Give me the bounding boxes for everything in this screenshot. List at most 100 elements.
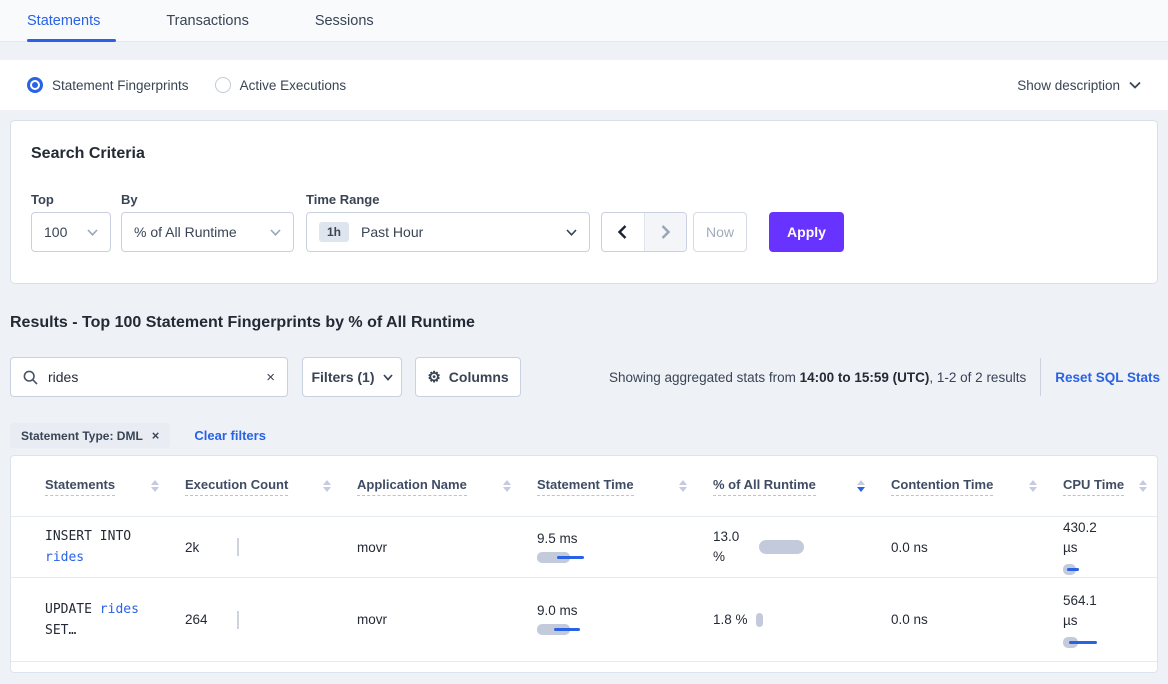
column-header-pct-all-runtime[interactable]: % of All Runtime — [713, 477, 891, 496]
chevron-down-icon — [270, 228, 281, 236]
sort-icon[interactable] — [1029, 480, 1037, 492]
chevron-down-icon — [382, 373, 393, 381]
show-description-toggle[interactable]: Show description — [1017, 78, 1141, 93]
by-field-label: By — [121, 192, 138, 207]
clear-filters-link[interactable]: Clear filters — [194, 428, 266, 443]
execution-count-cell: 2k — [185, 517, 357, 577]
search-icon — [23, 370, 38, 385]
statement-time-cell: 9.0 ms — [537, 603, 713, 636]
contention-time-cell: 0.0 ns — [891, 612, 928, 627]
sort-icon[interactable] — [151, 480, 159, 492]
radio-statement-fingerprints-label: Statement Fingerprints — [52, 77, 189, 93]
radio-statement-fingerprints[interactable]: Statement Fingerprints — [27, 77, 189, 93]
filter-chip-statement-type[interactable]: Statement Type: DML × — [10, 423, 171, 448]
radio-active-executions[interactable]: Active Executions — [214, 77, 347, 93]
filter-chip-label: Statement Type: DML — [21, 428, 143, 443]
time-range-field-label: Time Range — [306, 192, 380, 207]
execution-count-bar — [237, 610, 239, 629]
runtime-pct-cell: 13.0 % — [713, 527, 891, 567]
chevron-left-icon — [618, 225, 627, 239]
column-header-contention-time[interactable]: Contention Time — [891, 477, 1063, 496]
results-toolbar: × Filters (1) ⚙ Columns Showing aggregat… — [0, 357, 1168, 397]
stats-time-range: 14:00 to 15:59 (UTC) — [799, 369, 930, 385]
top-select[interactable]: 100 — [31, 212, 111, 252]
sort-icon[interactable] — [503, 480, 511, 492]
tab-sessions[interactable]: Sessions — [314, 12, 374, 29]
cpu-time-cell: 430.2 µs — [1063, 518, 1157, 576]
application-name-cell: movr — [357, 539, 387, 555]
statement-fingerprint-link[interactable]: INSERT INTO rides — [45, 526, 161, 568]
column-header-statements[interactable]: Statements — [45, 477, 185, 496]
contention-time-cell: 0.0 ns — [891, 539, 928, 555]
columns-button[interactable]: ⚙ Columns — [415, 357, 521, 397]
column-label: % of All Runtime — [713, 477, 816, 496]
filters-button[interactable]: Filters (1) — [302, 357, 402, 397]
statement-time-value: 9.5 ms — [537, 530, 578, 546]
statement-text: INSERT INTO — [45, 529, 132, 544]
radio-selected-icon[interactable] — [27, 77, 43, 93]
stats-summary-group: Showing aggregated stats from 14:00 to 1… — [609, 357, 1160, 397]
statement-time-value: 9.0 ms — [537, 603, 578, 618]
runtime-pct-cell: 1.8 % — [713, 610, 891, 630]
apply-button[interactable]: Apply — [769, 212, 844, 252]
time-range-value: Past Hour — [361, 224, 424, 240]
statement-fingerprint-link[interactable]: UPDATE rides SET… — [45, 599, 161, 641]
active-filters-row: Statement Type: DML × Clear filters — [10, 423, 266, 448]
table-header-row: Statements Execution Count Application N… — [11, 456, 1157, 517]
by-select[interactable]: % of All Runtime — [121, 212, 294, 252]
column-label: CPU Time — [1063, 477, 1125, 496]
results-heading: Results - Top 100 Statement Fingerprints… — [10, 314, 475, 331]
top-tab-bar: Statements Transactions Sessions — [0, 0, 1168, 42]
tab-transactions[interactable]: Transactions — [166, 12, 249, 29]
show-description-label: Show description — [1017, 77, 1120, 93]
sort-icon[interactable] — [679, 480, 687, 492]
column-header-execution-count[interactable]: Execution Count — [185, 477, 357, 496]
radio-active-executions-label: Active Executions — [239, 77, 347, 93]
by-select-value: % of All Runtime — [134, 224, 237, 240]
stats-summary-text: Showing aggregated stats from 14:00 to 1… — [609, 369, 1027, 385]
chevron-down-icon — [566, 228, 577, 236]
view-radio-group: Statement Fingerprints Active Executions — [27, 77, 346, 93]
application-name-cell: movr — [357, 612, 387, 627]
previous-time-window-button[interactable] — [602, 213, 644, 251]
search-input[interactable] — [48, 369, 257, 385]
execution-count-value: 264 — [185, 612, 208, 627]
radio-unselected-icon[interactable] — [214, 77, 231, 93]
column-header-application-name[interactable]: Application Name — [357, 477, 537, 496]
statement-search-box[interactable]: × — [10, 357, 288, 397]
search-criteria-card: Search Criteria Top 100 By % of All Runt… — [10, 120, 1158, 284]
time-range-badge: 1h — [319, 222, 350, 242]
table-row: UPDATE rides SET… 264 movr 9.0 ms 1.8 % … — [11, 578, 1157, 662]
column-header-statement-time[interactable]: Statement Time — [537, 477, 713, 496]
column-label: Contention Time — [891, 477, 994, 496]
chevron-right-icon — [661, 225, 670, 239]
cpu-time-value: 430.2 µs — [1063, 520, 1097, 555]
table-row: INSERT INTO rides 2k movr 9.5 ms 13.0 % … — [11, 517, 1157, 578]
statement-link-text[interactable]: rides — [45, 550, 85, 565]
cpu-time-bar — [1063, 564, 1103, 576]
now-button[interactable]: Now — [693, 212, 747, 252]
tab-statements[interactable]: Statements — [27, 0, 117, 42]
sort-icon[interactable] — [1139, 480, 1147, 492]
sort-icon[interactable] — [323, 480, 331, 492]
execution-count-cell: 264 — [185, 578, 357, 661]
remove-filter-icon[interactable]: × — [151, 428, 160, 443]
column-label: Statement Time — [537, 477, 634, 496]
sort-desc-icon[interactable] — [857, 480, 865, 492]
execution-count-value: 2k — [185, 539, 200, 555]
next-time-window-button[interactable] — [643, 213, 686, 251]
execution-count-bar — [237, 538, 239, 556]
statement-time-bar — [537, 624, 589, 636]
statement-time-bar — [537, 551, 589, 564]
column-header-cpu-time[interactable]: CPU Time — [1063, 477, 1157, 496]
clear-search-icon[interactable]: × — [266, 368, 275, 386]
view-toggle-band: Statement Fingerprints Active Executions… — [0, 60, 1168, 110]
time-range-select[interactable]: 1h Past Hour — [306, 212, 590, 252]
reset-sql-stats-link[interactable]: Reset SQL Stats — [1055, 369, 1160, 385]
runtime-pct-bar — [755, 612, 763, 627]
column-label: Statements — [45, 477, 116, 496]
runtime-pct-bar — [759, 540, 804, 554]
runtime-pct-value: 1.8 % — [713, 611, 748, 627]
statement-link-text[interactable]: rides — [99, 601, 139, 617]
column-label: Application Name — [357, 477, 467, 496]
